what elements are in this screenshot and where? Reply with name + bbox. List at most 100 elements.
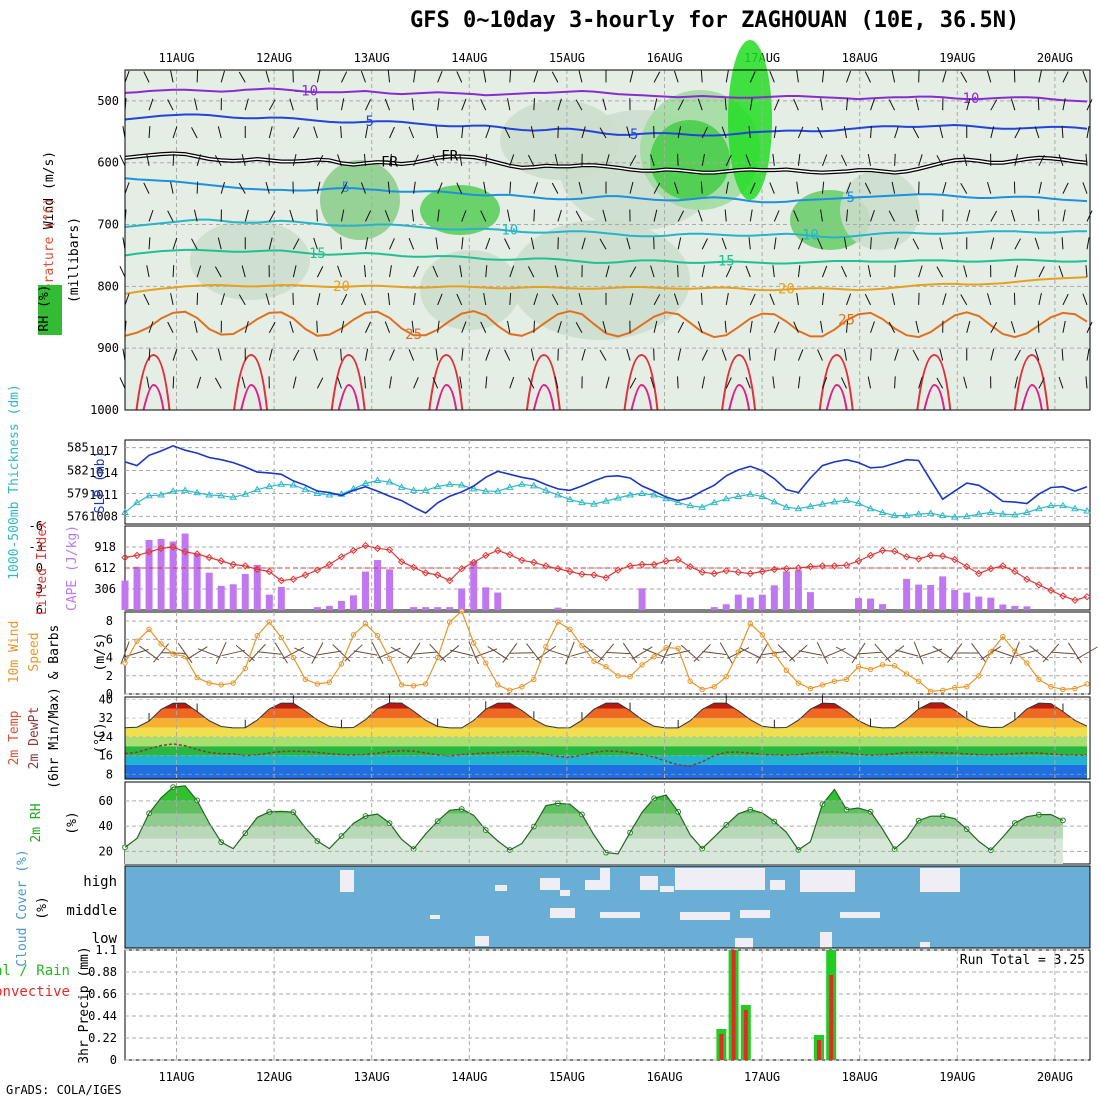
wind-barb (700, 181, 703, 194)
wind-barb (389, 153, 392, 166)
warm-contour (916, 353, 952, 411)
wind-barb (894, 153, 896, 166)
wind-barb (864, 293, 871, 306)
isotherm-label: -5 (622, 127, 639, 143)
isotherm-label: -5 (838, 190, 855, 206)
wind-barb (461, 348, 464, 361)
wind-barb (340, 98, 345, 111)
wind-barb (459, 376, 463, 389)
wind-barb (629, 155, 637, 167)
precip-tick-label: 1.1 (95, 943, 117, 957)
surface-wind-barb (215, 641, 227, 665)
surface-wind-barb (932, 645, 953, 661)
isotherm-label: -5 (357, 114, 374, 130)
wind-barb (1037, 209, 1040, 222)
rh-band (125, 826, 1063, 839)
cloud-patch (495, 885, 507, 891)
top-date-label: 14AUG (451, 51, 487, 65)
wind-barb (241, 376, 246, 389)
wind-barb (507, 98, 511, 111)
wind-barb (360, 182, 366, 194)
wind-barb (846, 209, 849, 222)
wind-barb (220, 181, 225, 194)
wind-barb (966, 321, 971, 333)
wind-barb (769, 71, 775, 83)
wind-barb (602, 321, 607, 333)
wind-barb (146, 153, 150, 166)
thickness-marker (373, 476, 382, 483)
wind-barb (578, 70, 583, 83)
wind-barb (316, 98, 318, 111)
wind-barb (292, 376, 297, 389)
wind-barb (509, 70, 512, 83)
cape-bar (241, 573, 249, 610)
surface-wind-barb (947, 643, 963, 663)
temp-band (125, 718, 1087, 728)
pressure-tick-label: 800 (97, 279, 119, 293)
surface-wind-barb (606, 651, 631, 655)
wind-barb (461, 98, 467, 111)
wind-barb (1062, 293, 1069, 306)
precip-conv-bar (731, 950, 736, 1060)
wind-barb (193, 98, 198, 111)
wind-barb (459, 153, 463, 166)
wind-barb (533, 320, 535, 333)
cloud-patch (735, 938, 753, 948)
warm-contour (233, 353, 269, 411)
wind-barb (697, 209, 703, 222)
surface-wind-barb (406, 642, 421, 664)
temp-tick-label: 40 (99, 692, 113, 706)
wind-barb (888, 99, 896, 111)
wind-barb (912, 127, 920, 139)
wind-barb (864, 182, 871, 194)
cape-bar (770, 585, 778, 610)
wind-barb (341, 293, 348, 306)
wind-barb (796, 181, 799, 194)
rh-legend-swatch (38, 285, 62, 335)
wind-barb (629, 293, 634, 306)
wind-barb (461, 321, 467, 333)
wind-speed-line (124, 610, 1088, 692)
precip-conv-bar (743, 1010, 748, 1060)
surface-wind-barb (991, 648, 1015, 658)
wind-barb (170, 70, 174, 83)
surface-wind-barb (468, 641, 479, 665)
wind-barb (148, 321, 154, 333)
wind-barb (533, 293, 539, 306)
lifted-line (124, 544, 1088, 601)
wind-barb (796, 292, 799, 305)
wind-barb (605, 154, 610, 166)
wind-marker (1084, 681, 1090, 687)
wind-barb (365, 99, 372, 111)
slp-tick-label: 1017 (89, 444, 118, 458)
cape-bar (758, 594, 766, 610)
cape-bar (734, 594, 742, 610)
cloud-patch (680, 912, 730, 920)
wind-barb (432, 154, 439, 167)
wind-barb (485, 126, 491, 139)
cloud-patch (560, 890, 570, 896)
wind-barb (384, 98, 391, 111)
wind-barb (193, 320, 198, 333)
wind-barb (530, 348, 535, 361)
wind-barb (1014, 376, 1019, 389)
lifted-axis-label: Lifted Index (35, 521, 50, 615)
wind-barb (721, 237, 727, 250)
wind-barb (143, 293, 150, 306)
wind-barb (963, 265, 968, 278)
wind-barb (725, 377, 732, 389)
surface-wind-barb (317, 650, 342, 656)
bottom-date-label: 16AUG (646, 1070, 682, 1084)
isotherm-label: FR (441, 149, 458, 165)
wind-barb (554, 154, 559, 166)
wind-barb (363, 265, 366, 278)
temp-tick-label: 16 (99, 749, 113, 763)
cape-bar (313, 607, 321, 610)
wind-barb (265, 70, 270, 83)
wind-barb (846, 320, 849, 333)
lifted-marker (722, 567, 730, 575)
upper-air-frame (124, 69, 1091, 411)
wind-barb (575, 210, 583, 222)
lifted-marker (926, 551, 935, 560)
